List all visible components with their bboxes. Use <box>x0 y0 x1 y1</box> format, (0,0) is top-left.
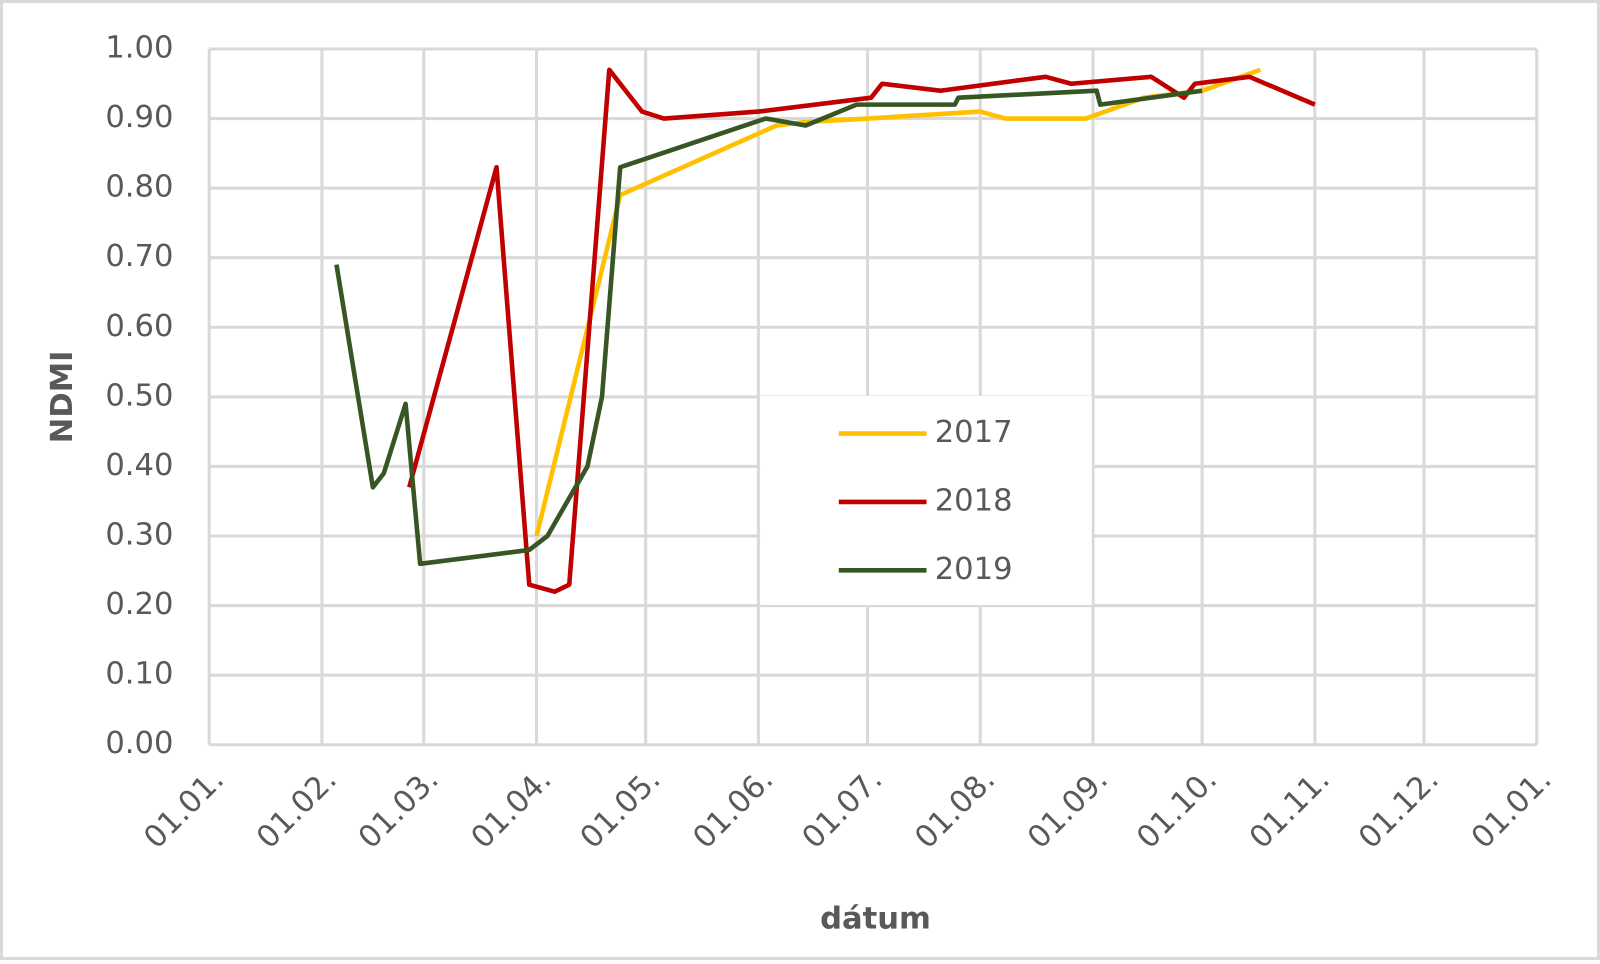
y-tick-label: 0.90 <box>105 100 173 135</box>
legend-label: 2018 <box>935 483 1013 518</box>
series-line <box>407 67 1316 594</box>
legend-label: 2019 <box>935 552 1013 587</box>
y-tick-label: 0.50 <box>105 378 173 413</box>
series-line <box>334 88 1203 567</box>
y-tick-label: 0.00 <box>105 726 173 761</box>
y-tick-label: 1.00 <box>105 30 173 65</box>
x-axis-title: dátum <box>820 902 931 937</box>
y-tick-label: 0.80 <box>105 170 173 205</box>
legend-label: 2017 <box>935 415 1013 450</box>
y-tick-label: 0.30 <box>105 518 173 553</box>
y-tick-label: 0.70 <box>105 239 173 274</box>
y-axis-title: NDMI <box>45 350 80 443</box>
y-tick-label: 0.20 <box>105 587 173 622</box>
y-tick-label: 0.40 <box>105 448 173 483</box>
y-tick-label: 0.60 <box>105 309 173 344</box>
y-tick-label: 0.10 <box>105 657 173 692</box>
